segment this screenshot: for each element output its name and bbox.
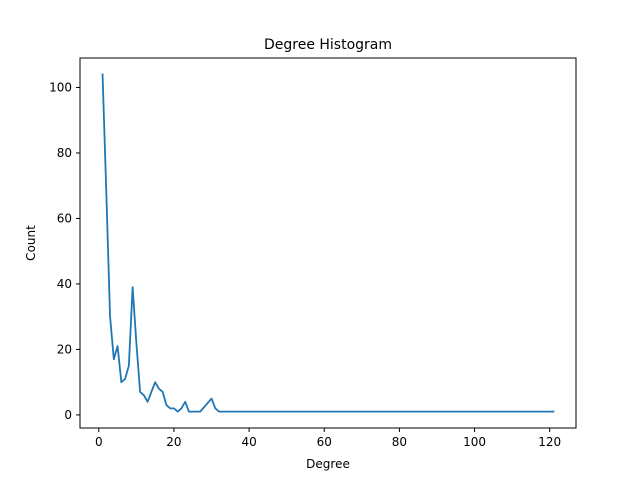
series-line xyxy=(101,73,555,413)
y-tick-label: 40 xyxy=(57,277,72,291)
x-tick-label: 100 xyxy=(463,435,486,449)
plot-frame xyxy=(79,57,577,429)
y-tick-label: 60 xyxy=(57,211,72,225)
x-tick-label: 20 xyxy=(166,435,181,449)
x-tick-label: 80 xyxy=(392,435,407,449)
y-tick-label: 0 xyxy=(64,408,72,422)
y-axis: 0 20 40 60 80 100 xyxy=(49,80,80,422)
y-axis-label: Count xyxy=(24,225,38,261)
x-tick-label: 40 xyxy=(241,435,256,449)
y-tick-label: 80 xyxy=(57,146,72,160)
x-axis-label: Degree xyxy=(306,457,350,471)
y-tick-label: 100 xyxy=(49,80,72,94)
x-axis: 0 20 40 60 80 100 120 xyxy=(95,428,561,449)
y-tick-label: 20 xyxy=(57,342,72,356)
chart-title: Degree Histogram xyxy=(264,37,392,53)
x-tick-label: 120 xyxy=(538,435,561,449)
plot-lines xyxy=(101,73,555,413)
x-tick-label: 60 xyxy=(317,435,332,449)
x-tick-label: 0 xyxy=(95,435,103,449)
